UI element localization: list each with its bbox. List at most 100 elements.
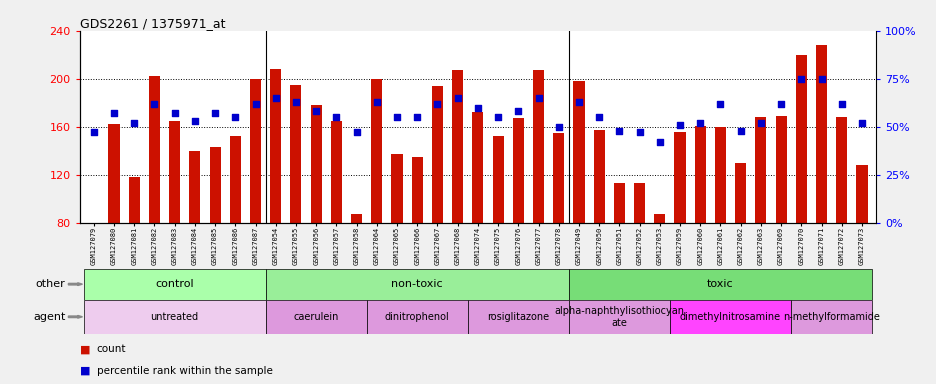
Text: non-toxic: non-toxic xyxy=(391,279,443,289)
Point xyxy=(268,95,283,101)
Point xyxy=(208,110,223,116)
Point xyxy=(531,95,546,101)
Bar xyxy=(856,165,867,223)
Bar xyxy=(533,70,544,223)
Text: dimethylnitrosamine: dimethylnitrosamine xyxy=(680,312,781,322)
Point xyxy=(470,104,485,111)
Bar xyxy=(168,121,180,223)
Bar xyxy=(366,300,467,334)
Bar xyxy=(714,127,725,223)
Text: GDS2261 / 1375971_at: GDS2261 / 1375971_at xyxy=(80,17,225,30)
Text: untreated: untreated xyxy=(151,312,198,322)
Point xyxy=(227,114,242,120)
Bar xyxy=(674,131,685,223)
Point xyxy=(692,120,707,126)
Bar xyxy=(229,136,241,223)
Bar xyxy=(411,157,422,223)
Bar xyxy=(568,300,669,334)
Point xyxy=(187,118,202,124)
Point xyxy=(409,114,424,120)
Point xyxy=(854,120,869,126)
Bar xyxy=(290,85,301,223)
Text: count: count xyxy=(96,344,125,354)
Bar xyxy=(573,81,584,223)
Bar xyxy=(568,269,871,300)
Bar xyxy=(189,151,200,223)
Point xyxy=(126,120,141,126)
Bar xyxy=(109,124,120,223)
Bar xyxy=(270,69,281,223)
Bar xyxy=(330,121,342,223)
Point xyxy=(550,124,565,130)
Bar xyxy=(613,183,624,223)
Point xyxy=(349,129,364,136)
Bar xyxy=(694,126,705,223)
Point xyxy=(732,127,747,134)
Point xyxy=(86,129,101,136)
Bar xyxy=(310,105,321,223)
Text: other: other xyxy=(36,279,66,289)
Text: caerulein: caerulein xyxy=(293,312,339,322)
Point xyxy=(288,99,303,105)
Bar xyxy=(775,116,786,223)
Point xyxy=(611,127,626,134)
Bar xyxy=(795,55,806,223)
Point xyxy=(833,101,848,107)
Text: dinitrophenol: dinitrophenol xyxy=(385,312,449,322)
Text: toxic: toxic xyxy=(707,279,733,289)
Point xyxy=(793,76,808,82)
Bar xyxy=(754,117,766,223)
Point xyxy=(248,101,263,107)
Bar xyxy=(371,79,382,223)
Point xyxy=(308,108,323,114)
Bar xyxy=(451,70,462,223)
Point xyxy=(510,108,525,114)
Text: ■: ■ xyxy=(80,366,90,376)
Bar xyxy=(492,136,504,223)
Point xyxy=(490,114,505,120)
Bar xyxy=(512,118,523,223)
Bar xyxy=(250,79,261,223)
Text: control: control xyxy=(155,279,194,289)
Point xyxy=(773,101,788,107)
Point xyxy=(430,101,445,107)
Point xyxy=(813,76,828,82)
Text: n-methylformamide: n-methylformamide xyxy=(782,312,879,322)
Bar xyxy=(83,300,265,334)
Bar xyxy=(593,130,604,223)
Bar xyxy=(669,300,790,334)
Point xyxy=(449,95,464,101)
Point xyxy=(632,129,647,136)
Bar xyxy=(149,76,160,223)
Point xyxy=(329,114,344,120)
Point xyxy=(107,110,122,116)
Text: ■: ■ xyxy=(80,344,90,354)
Text: agent: agent xyxy=(33,312,66,322)
Point xyxy=(672,122,687,128)
Text: percentile rank within the sample: percentile rank within the sample xyxy=(96,366,272,376)
Bar xyxy=(472,112,483,223)
Point xyxy=(651,139,666,145)
Bar xyxy=(735,163,745,223)
Point xyxy=(591,114,606,120)
Bar xyxy=(431,86,443,223)
Bar xyxy=(128,177,139,223)
Point xyxy=(571,99,586,105)
Point xyxy=(389,114,404,120)
Text: rosiglitazone: rosiglitazone xyxy=(487,312,548,322)
Point xyxy=(167,110,182,116)
Bar xyxy=(210,147,220,223)
Text: alpha-naphthylisothiocyan
ate: alpha-naphthylisothiocyan ate xyxy=(554,306,683,328)
Point xyxy=(147,101,162,107)
Bar xyxy=(83,269,265,300)
Bar xyxy=(790,300,871,334)
Bar xyxy=(634,183,645,223)
Point xyxy=(369,99,384,105)
Bar xyxy=(265,300,366,334)
Bar xyxy=(815,45,826,223)
Bar xyxy=(552,133,563,223)
Point xyxy=(753,120,768,126)
Bar xyxy=(835,117,846,223)
Bar xyxy=(351,214,361,223)
Bar xyxy=(265,269,568,300)
